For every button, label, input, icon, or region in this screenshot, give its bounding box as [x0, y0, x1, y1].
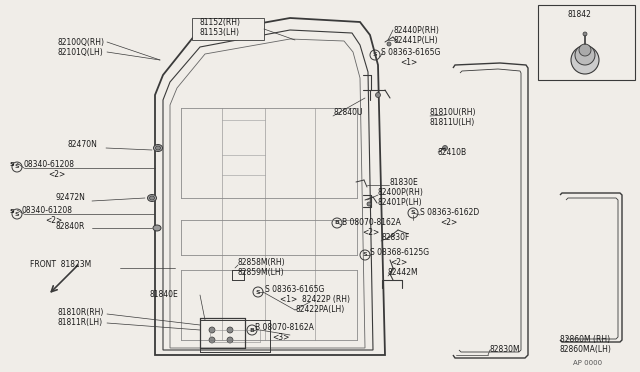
Text: S: S	[15, 212, 19, 217]
Text: 08340-61208: 08340-61208	[24, 160, 75, 169]
Circle shape	[571, 46, 599, 74]
Text: 82470N: 82470N	[68, 140, 98, 149]
Text: 82101Q(LH): 82101Q(LH)	[58, 48, 104, 57]
Bar	[192, 18, 264, 40]
Text: 82840R: 82840R	[55, 222, 84, 231]
Circle shape	[387, 42, 391, 46]
Text: B 08070-8162A: B 08070-8162A	[342, 218, 401, 227]
Text: 82840U: 82840U	[333, 108, 362, 117]
Circle shape	[575, 45, 595, 65]
Text: 82860M (RH): 82860M (RH)	[560, 335, 610, 344]
Circle shape	[227, 337, 233, 343]
Text: 82859M(LH): 82859M(LH)	[238, 268, 285, 277]
Circle shape	[209, 327, 215, 333]
Text: 82100Q(RH): 82100Q(RH)	[58, 38, 105, 47]
Circle shape	[579, 44, 591, 56]
Text: <1>  82422P (RH): <1> 82422P (RH)	[280, 295, 350, 304]
Ellipse shape	[147, 195, 157, 202]
Ellipse shape	[156, 146, 161, 150]
Text: <2>: <2>	[440, 218, 457, 227]
Text: 81811R(LH): 81811R(LH)	[58, 318, 103, 327]
Circle shape	[442, 145, 447, 151]
Text: AP 0000: AP 0000	[573, 360, 602, 366]
Text: S: S	[256, 289, 260, 295]
Ellipse shape	[154, 144, 163, 151]
Text: S: S	[9, 209, 13, 214]
Text: 82401P(LH): 82401P(LH)	[378, 198, 422, 207]
Text: 82858M(RH): 82858M(RH)	[238, 258, 285, 267]
Text: 82440P(RH): 82440P(RH)	[393, 26, 439, 35]
Text: 82830M: 82830M	[490, 345, 520, 354]
Ellipse shape	[153, 225, 161, 231]
Text: S: S	[411, 211, 415, 215]
Text: 82400P(RH): 82400P(RH)	[378, 188, 424, 197]
Text: FRONT  81823M: FRONT 81823M	[30, 260, 92, 269]
Circle shape	[209, 337, 215, 343]
Text: S: S	[363, 253, 367, 257]
Text: 81840E: 81840E	[150, 290, 179, 299]
Text: 81811U(LH): 81811U(LH)	[430, 118, 476, 127]
Text: S 08363-6165G: S 08363-6165G	[381, 48, 440, 57]
Text: 81842: 81842	[568, 10, 592, 19]
Text: <2>: <2>	[48, 170, 65, 179]
Text: 81810R(RH): 81810R(RH)	[58, 308, 104, 317]
Text: B: B	[335, 221, 339, 225]
Text: 81830E: 81830E	[389, 178, 418, 187]
Text: 82830F: 82830F	[381, 233, 410, 242]
Text: <2>: <2>	[362, 228, 380, 237]
Circle shape	[367, 202, 371, 206]
Text: <3>: <3>	[272, 333, 289, 342]
Circle shape	[376, 93, 381, 97]
Text: 82441P(LH): 82441P(LH)	[393, 36, 438, 45]
Text: 82410B: 82410B	[438, 148, 467, 157]
Text: S 08363-6162D: S 08363-6162D	[420, 208, 479, 217]
Ellipse shape	[150, 196, 154, 200]
Text: 82442M: 82442M	[388, 268, 419, 277]
Circle shape	[227, 327, 233, 333]
Text: 82860MA(LH): 82860MA(LH)	[560, 345, 612, 354]
Bar	[538, 5, 635, 80]
Text: 81810U(RH): 81810U(RH)	[430, 108, 477, 117]
Circle shape	[583, 32, 587, 36]
Text: <1>: <1>	[400, 58, 417, 67]
Text: S 08368-6125G: S 08368-6125G	[370, 248, 429, 257]
Text: B 08070-8162A: B 08070-8162A	[255, 323, 314, 332]
Text: S: S	[372, 52, 378, 58]
Text: <2>: <2>	[45, 216, 62, 225]
Text: 82422PA(LH): 82422PA(LH)	[295, 305, 344, 314]
Text: S: S	[9, 162, 13, 167]
Text: 81152(RH): 81152(RH)	[200, 18, 241, 27]
Text: 81153(LH): 81153(LH)	[200, 28, 240, 37]
Text: S 08363-6165G: S 08363-6165G	[265, 285, 324, 294]
Text: <2>: <2>	[390, 258, 407, 267]
Text: 92472N: 92472N	[55, 193, 85, 202]
Text: 08340-61208: 08340-61208	[22, 206, 73, 215]
Text: S: S	[15, 164, 19, 170]
Text: B: B	[250, 327, 255, 333]
